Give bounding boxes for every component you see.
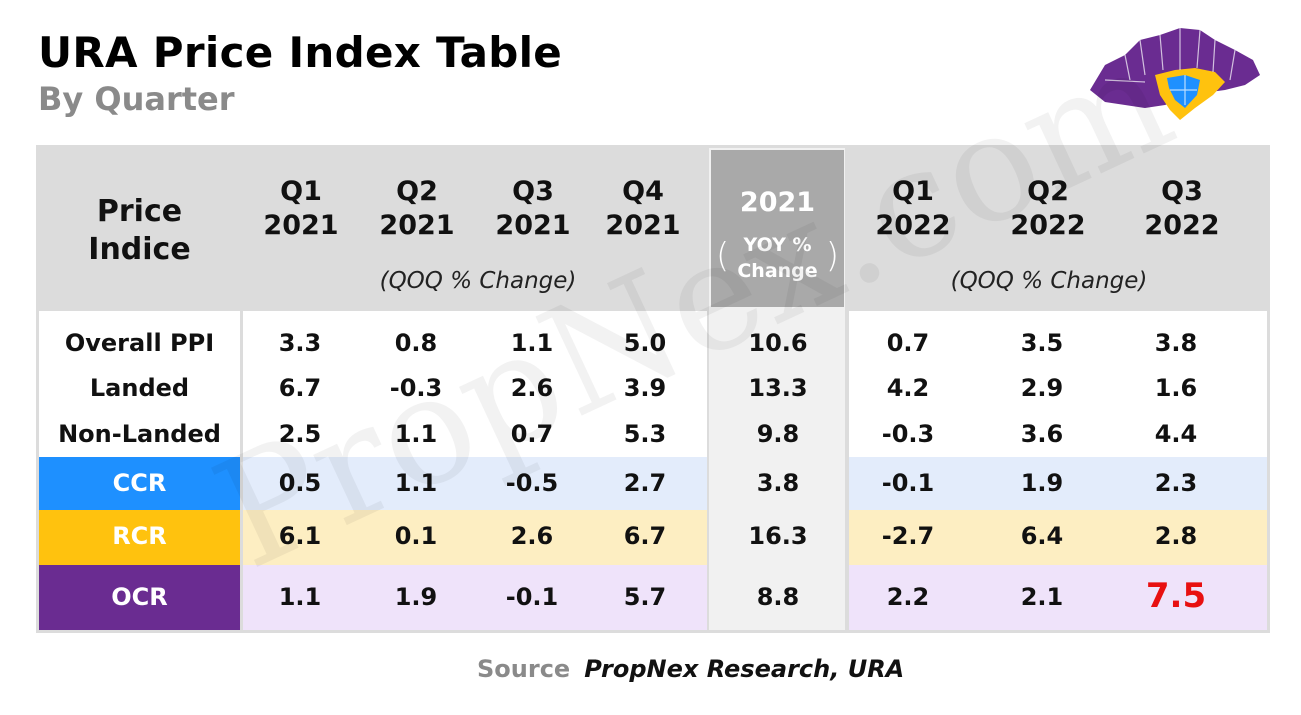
- yoy-header: [711, 150, 844, 307]
- value-cell: -0.3: [881, 420, 935, 448]
- header-q2-2022: Q2 2022: [1010, 176, 1086, 241]
- value-cell: 16.3: [748, 522, 808, 550]
- value-cell: -2.7: [881, 522, 935, 550]
- value-cell: 0.8: [394, 329, 438, 357]
- header-q3-2022: Q3 2022: [1144, 176, 1220, 241]
- value-cell: 13.3: [748, 374, 808, 402]
- value-cell: 6.7: [278, 374, 322, 402]
- row-label-overall-ppi: Overall PPI: [64, 329, 215, 357]
- row-label-ccr: CCR: [112, 469, 167, 497]
- value-cell: 0.7: [886, 329, 930, 357]
- value-cell: 3.3: [278, 329, 322, 357]
- ccr-row-band-2021: [243, 457, 707, 510]
- value-cell: 0.7: [510, 420, 554, 448]
- value-cell: -0.5: [505, 469, 559, 497]
- value-cell: 3.5: [1020, 329, 1064, 357]
- header-q2-2021: Q2 2021: [379, 176, 455, 241]
- ocr-row-band-2021: [243, 565, 707, 630]
- value-cell: 2.5: [278, 420, 322, 448]
- value-cell: 3.8: [756, 469, 800, 497]
- source-label: Source: [477, 655, 571, 683]
- paren-right-icon: ): [825, 236, 839, 276]
- value-cell: 8.8: [756, 583, 800, 611]
- header-yoy-label: YOY % Change: [737, 234, 818, 282]
- value-cell: 2.9: [1020, 374, 1064, 402]
- value-cell: -0.3: [389, 374, 443, 402]
- value-cell: 4.4: [1154, 420, 1198, 448]
- header-row-label-cell: [39, 148, 240, 308]
- row-label-ocr: OCR: [111, 583, 168, 611]
- row-label-non-landed: Non-Landed: [58, 420, 221, 448]
- header-yoy-label-wrap: ( YOY % Change ): [713, 232, 842, 282]
- value-cell: 6.7: [623, 522, 667, 550]
- ccr-label-band: [39, 457, 240, 510]
- page-title: URA Price Index Table: [38, 28, 563, 77]
- ccr-row-band-2022: [849, 457, 1267, 510]
- ocr-label-band: [39, 565, 240, 630]
- value-cell: 1.1: [394, 469, 438, 497]
- paren-left-icon: (: [716, 236, 730, 276]
- body-label-area: [39, 311, 240, 457]
- qoq-note-2021: (QOQ % Change): [379, 268, 577, 294]
- value-cell: 5.0: [623, 329, 667, 357]
- row-label-landed: Landed: [89, 374, 190, 402]
- value-cell: 9.8: [756, 420, 800, 448]
- value-cell: -0.1: [881, 469, 935, 497]
- value-cell: 1.1: [278, 583, 322, 611]
- value-cell: 3.9: [623, 374, 667, 402]
- value-cell: 5.7: [623, 583, 667, 611]
- source-line: Source PropNex Research, URA: [477, 655, 904, 683]
- value-cell: 6.1: [278, 522, 322, 550]
- value-cell: 3.6: [1020, 420, 1064, 448]
- value-cell: 10.6: [748, 329, 808, 357]
- value-cell: -0.1: [505, 583, 559, 611]
- rcr-label-band: [39, 510, 240, 565]
- header-q4-2021: Q4 2021: [605, 176, 681, 241]
- value-cell: 1.6: [1154, 374, 1198, 402]
- value-cell: 1.1: [394, 420, 438, 448]
- header-yoy-year: 2021: [739, 187, 816, 218]
- value-cell: 2.7: [623, 469, 667, 497]
- value-cell: 1.9: [1020, 469, 1064, 497]
- qoq-note-2022: (QOQ % Change): [950, 268, 1148, 294]
- value-cell: 2.8: [1154, 522, 1198, 550]
- value-cell: 5.3: [623, 420, 667, 448]
- singapore-map-icon: [1090, 28, 1260, 120]
- value-cell: 2.1: [1020, 583, 1064, 611]
- value-cell: 2.3: [1154, 469, 1198, 497]
- row-label-rcr: RCR: [112, 522, 167, 550]
- value-cell: 1.1: [510, 329, 554, 357]
- body-2021-area: [243, 311, 707, 457]
- value-cell: 3.8: [1154, 329, 1198, 357]
- header-q1-2022: Q1 2022: [875, 176, 951, 241]
- source-text: PropNex Research, URA: [584, 655, 905, 683]
- value-cell: 4.2: [886, 374, 930, 402]
- value-cell: 0.5: [278, 469, 322, 497]
- value-cell: 1.9: [394, 583, 438, 611]
- value-cell: 0.1: [394, 522, 438, 550]
- header-2022-cell: [849, 148, 1267, 308]
- header-q1-2021: Q1 2021: [263, 176, 339, 241]
- ocr-row-band-2022: [849, 565, 1267, 630]
- body-2022-area: [849, 311, 1267, 457]
- rcr-row-band-2022: [849, 510, 1267, 565]
- value-cell: 2.6: [510, 522, 554, 550]
- value-cell: 2.2: [886, 583, 930, 611]
- header-price-indice: Price Indice: [88, 194, 191, 267]
- header-q3-2021: Q3 2021: [495, 176, 571, 241]
- value-cell: 2.6: [510, 374, 554, 402]
- header-2021-cell: [243, 148, 707, 308]
- value-cell: 6.4: [1020, 522, 1064, 550]
- rcr-row-band-2021: [243, 510, 707, 565]
- page-subtitle: By Quarter: [38, 80, 235, 118]
- value-cell: 7.5: [1145, 576, 1207, 616]
